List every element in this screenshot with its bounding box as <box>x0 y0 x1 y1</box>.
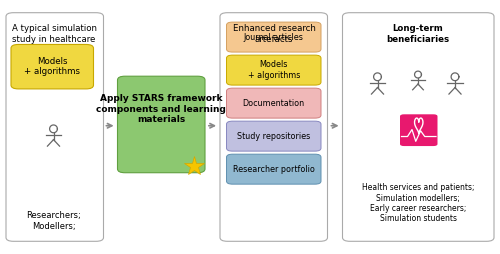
FancyBboxPatch shape <box>226 22 321 52</box>
Text: Documentation: Documentation <box>242 99 305 108</box>
FancyBboxPatch shape <box>11 44 94 89</box>
Text: Models
+ algorithms: Models + algorithms <box>248 60 300 80</box>
FancyBboxPatch shape <box>6 13 103 241</box>
Text: A typical simulation
study in healthcare: A typical simulation study in healthcare <box>12 24 96 43</box>
Text: Study repositories: Study repositories <box>237 132 310 141</box>
FancyBboxPatch shape <box>226 88 321 118</box>
Text: Enhanced research
artefacts: Enhanced research artefacts <box>232 24 316 43</box>
FancyBboxPatch shape <box>226 154 321 184</box>
FancyBboxPatch shape <box>220 13 328 241</box>
Text: Long-term
beneficiaries: Long-term beneficiaries <box>386 24 450 43</box>
FancyBboxPatch shape <box>226 121 321 151</box>
FancyBboxPatch shape <box>342 13 494 241</box>
Text: Apply STARS framework
components and learning
materials: Apply STARS framework components and lea… <box>96 94 226 124</box>
Text: Journal articles: Journal articles <box>244 33 304 42</box>
FancyBboxPatch shape <box>226 55 321 85</box>
Text: Models
+ algorithms: Models + algorithms <box>24 57 80 76</box>
Text: Researchers;
Modellers;: Researchers; Modellers; <box>26 211 81 231</box>
Text: Health services and patients;
Simulation modellers;
Early career researchers;
Si: Health services and patients; Simulation… <box>362 183 474 223</box>
FancyBboxPatch shape <box>118 76 205 173</box>
FancyBboxPatch shape <box>400 114 438 146</box>
Text: Researcher portfolio: Researcher portfolio <box>233 165 314 174</box>
